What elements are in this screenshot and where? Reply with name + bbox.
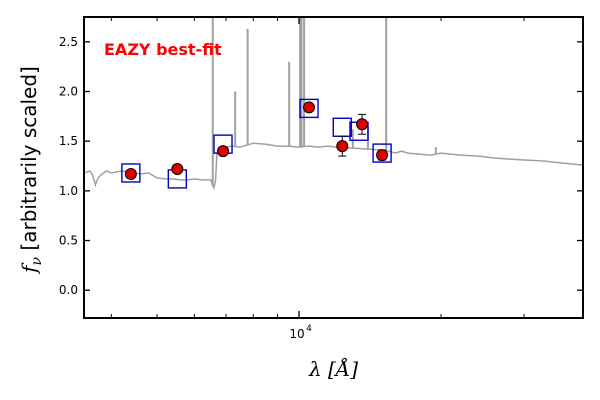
model-flux-box <box>121 163 141 183</box>
observed-point <box>171 162 184 175</box>
y-tick-label: 0.5 <box>59 234 78 248</box>
x-tick-label: 10 <box>289 327 304 341</box>
observed-point <box>217 145 230 158</box>
observed-point <box>303 101 316 114</box>
y-tick-label: 1.5 <box>59 134 78 148</box>
y-tick-label: 0.0 <box>59 283 78 297</box>
y-tick-label: 2.5 <box>59 35 78 49</box>
model-flux-box <box>372 143 392 163</box>
y-tick-label: 2.0 <box>59 85 78 99</box>
observed-point <box>356 118 369 131</box>
plot-layer <box>84 17 583 191</box>
model-flux-box <box>332 117 352 137</box>
y-axis-label: fν [arbitrarily scaled] <box>17 66 45 275</box>
observed-point <box>336 140 349 153</box>
x-axis-label: λ [Å] <box>308 356 358 381</box>
plot-frame <box>83 16 584 319</box>
x-tick-exponent: 4 <box>306 324 312 334</box>
model-sed-line <box>84 142 583 191</box>
model-flux-box <box>299 98 319 119</box>
observed-point <box>124 167 137 180</box>
plot-area <box>84 17 583 191</box>
legend-annotation: EAZY best-fit <box>104 40 222 59</box>
y-tick-label: 1.0 <box>59 184 78 198</box>
ticks-layer: 0.0 0.5 1.0 1.5 2.0 2.5 10 4 <box>59 17 584 341</box>
observed-point <box>376 149 389 162</box>
